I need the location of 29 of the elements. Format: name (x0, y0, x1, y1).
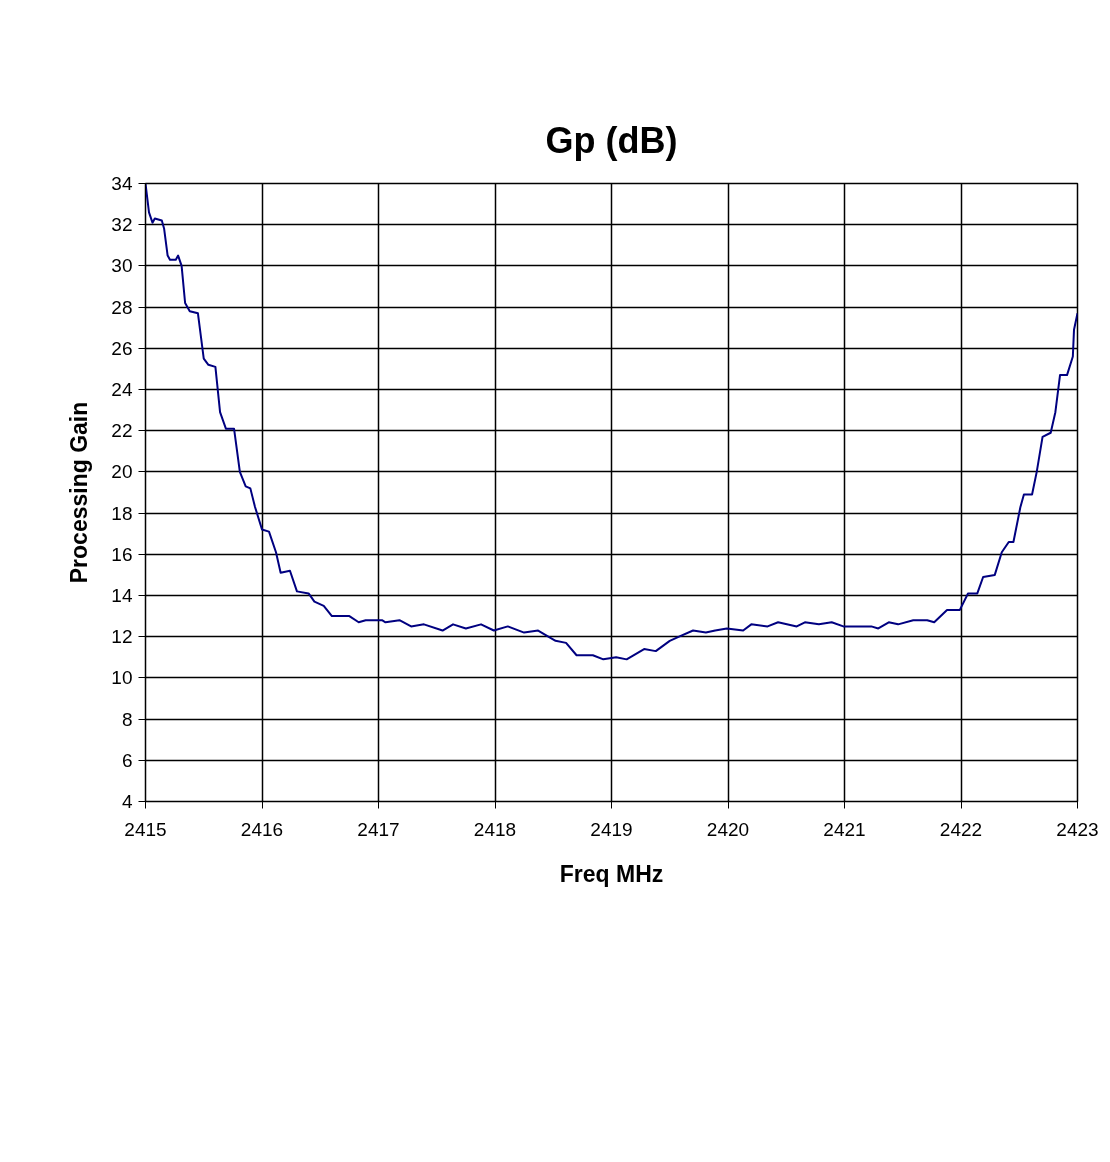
x-tick-label: 2423 (1056, 818, 1099, 840)
x-tick-label: 2421 (823, 818, 866, 840)
x-axis-title: Freq MHz (559, 860, 664, 887)
y-tick-label: 34 (111, 173, 133, 194)
y-tick-label: 22 (111, 420, 133, 442)
y-tick-label: 20 (111, 461, 133, 483)
x-tick-label: 2420 (706, 818, 750, 840)
x-tick-label: 2418 (473, 818, 517, 840)
y-tick-label: 28 (111, 296, 133, 318)
y-tick-label: 12 (111, 626, 133, 648)
x-tick-label: 2416 (240, 818, 284, 840)
chart-title: Gp (dB) (545, 120, 678, 161)
y-tick-label: 6 (121, 749, 133, 771)
x-tick-label: 2422 (939, 818, 983, 840)
y-tick-label: 8 (121, 708, 133, 730)
y-tick-label: 16 (111, 543, 133, 565)
y-axis-title: Processing Gain (66, 401, 93, 584)
y-tick-label: 14 (111, 585, 133, 606)
y-tick-label: 10 (111, 667, 133, 689)
line-series (145, 183, 1078, 661)
y-tick-label: 4 (121, 791, 133, 812)
y-tick-label: 18 (111, 502, 133, 524)
x-tick-label: 2417 (357, 818, 400, 840)
x-tick-label: 2415 (124, 818, 167, 840)
y-tick-label: 30 (111, 255, 133, 277)
y-tick-label: 32 (111, 214, 133, 236)
y-tick-label: 26 (111, 337, 133, 359)
x-tick-label: 2419 (590, 818, 633, 840)
y-tick-label: 24 (111, 379, 133, 400)
